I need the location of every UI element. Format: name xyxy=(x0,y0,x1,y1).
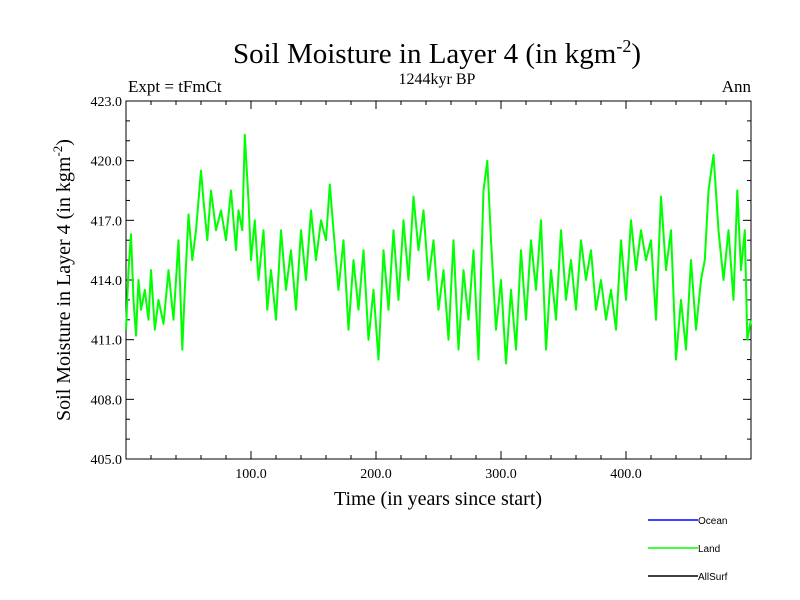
experiment-label: Expt = tFmCt xyxy=(128,77,222,96)
x-tick-label: 400.0 xyxy=(610,467,642,482)
chart-subtitle: 1244kyr BP xyxy=(399,71,476,88)
x-tick-label: 100.0 xyxy=(235,467,267,482)
y-tick-label: 417.0 xyxy=(91,214,123,229)
period-label: Ann xyxy=(722,77,752,96)
axis-ticks: 405.0 408.0 411.0 414.0 417.0 420.0 423.0 100.0… xyxy=(91,95,751,482)
y-tick-label: 423.0 xyxy=(91,95,123,110)
legend-label-land: Land xyxy=(698,544,720,555)
chart-title: Soil Moisture in Layer 4 (in kgm-2) xyxy=(233,36,641,70)
y-tick-label: 405.0 xyxy=(91,453,123,468)
legend-label-ocean: Ocean xyxy=(698,516,727,527)
legend-label-allsurf: AllSurf xyxy=(698,572,728,583)
y-axis-label: Soil Moisture in Layer 4 (in kgm-2) xyxy=(50,139,75,421)
legend: Ocean Land AllSurf xyxy=(648,516,728,583)
y-tick-label: 420.0 xyxy=(91,155,123,170)
y-tick-label: 408.0 xyxy=(91,393,123,408)
x-tick-label: 200.0 xyxy=(360,467,392,482)
x-axis-label: Time (in years since start) xyxy=(334,488,542,510)
series-line-land xyxy=(125,133,752,365)
y-tick-label: 414.0 xyxy=(91,274,123,289)
y-tick-label: 411.0 xyxy=(91,334,122,349)
series-layer xyxy=(125,133,752,365)
x-tick-label: 300.0 xyxy=(485,467,517,482)
